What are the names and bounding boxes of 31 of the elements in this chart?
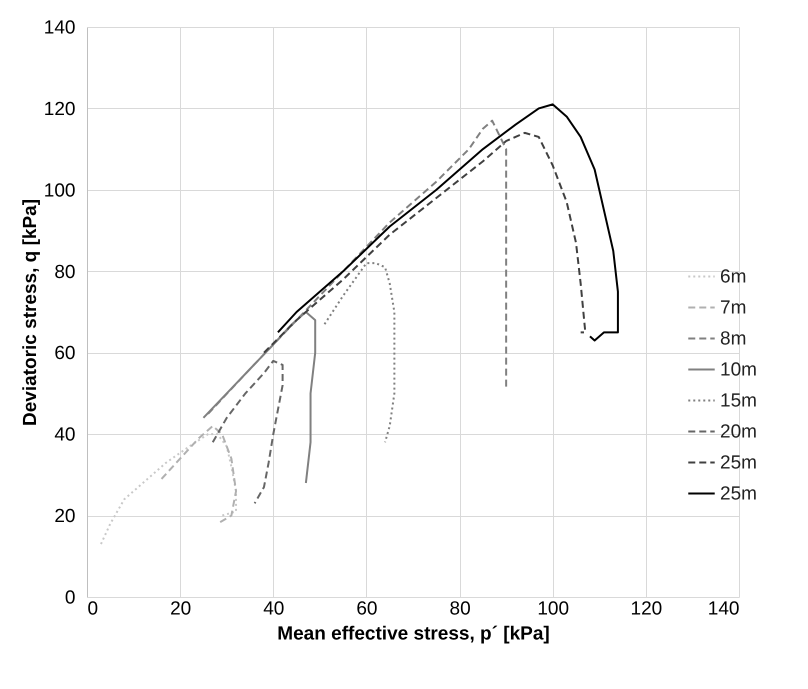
legend-label: 10m: [720, 360, 757, 380]
x-tick-label: 80: [450, 598, 471, 620]
y-tick-label: 120: [44, 98, 76, 120]
legend-label: 7m: [720, 298, 746, 318]
y-tick-label: 60: [54, 343, 76, 364]
line-series: [276, 103, 619, 342]
y-tick-label: 140: [44, 18, 76, 38]
x-tick-label: 20: [170, 598, 192, 620]
line-series: [262, 132, 586, 354]
legend-label: 8m: [720, 328, 746, 350]
x-tick-label: 100: [537, 598, 570, 620]
legend-label: 25m: [720, 484, 757, 504]
y-tick-label: 40: [54, 424, 76, 446]
x-tick-label: 120: [630, 598, 662, 620]
y-axis-title: Deviatoric stress, q [kPa]: [20, 198, 41, 426]
x-tick-label: 40: [263, 598, 284, 620]
legend-label: 25m: [720, 452, 757, 474]
y-tick-label: 80: [54, 262, 76, 283]
line-series: [212, 360, 284, 504]
y-tick-label: 20: [54, 506, 76, 528]
legend-label: 15m: [720, 390, 757, 412]
x-tick-label: 140: [708, 598, 740, 620]
x-tick-label: 0: [88, 598, 98, 620]
line-series: [100, 433, 238, 546]
line-series: [160, 425, 238, 525]
legend-label: 20m: [720, 422, 757, 442]
line-series: [324, 262, 396, 444]
x-tick-label: 60: [356, 598, 378, 620]
y-tick-label: 100: [44, 180, 76, 202]
x-axis-title: Mean effective stress, p´ [kPa]: [277, 624, 550, 644]
legend-label: 6m: [720, 266, 746, 288]
